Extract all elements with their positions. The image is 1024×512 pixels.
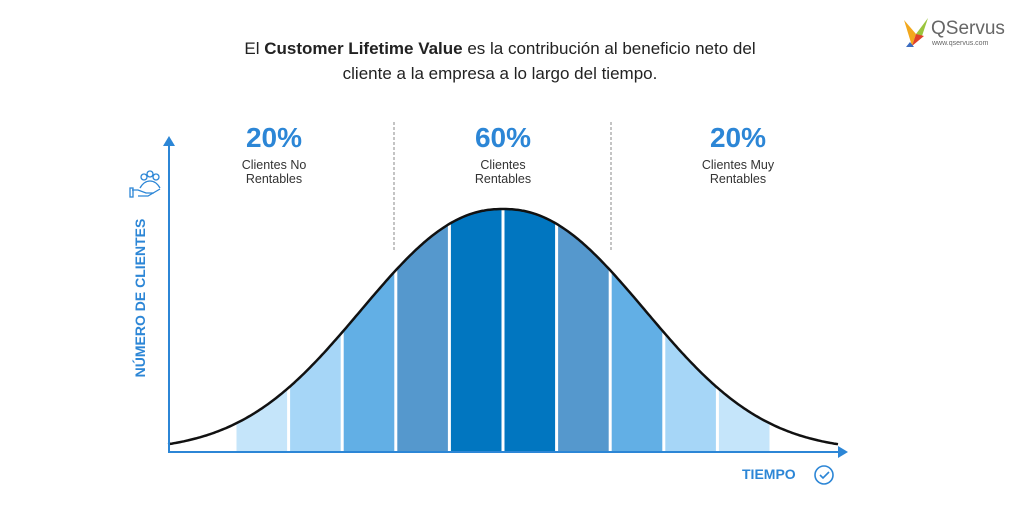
title-prefix: El <box>244 39 265 58</box>
curve-band <box>236 209 288 452</box>
logo-name: QServus <box>931 18 1005 39</box>
logo-url: www.qservus.com <box>932 40 989 47</box>
curve-band <box>450 209 502 452</box>
segment-percent: 60% <box>474 122 532 153</box>
curve-band <box>718 209 770 452</box>
y-axis-arrow <box>163 136 175 146</box>
segment-label: Clientes No Rentables <box>241 158 307 186</box>
clock-check-icon <box>814 465 834 485</box>
curve-band <box>504 209 556 452</box>
curve-band <box>558 209 609 452</box>
headline: El Customer Lifetime Value es la contrib… <box>200 36 800 86</box>
curve-band <box>665 209 716 452</box>
segment-label: Clientes Rentables <box>474 158 532 186</box>
title-bold: Customer Lifetime Value <box>264 39 463 58</box>
title-line2: cliente a la empresa a lo largo del tiem… <box>342 64 658 83</box>
hand-with-people-icon <box>129 170 161 198</box>
x-axis-label: TIEMPO <box>742 466 796 482</box>
bird-logo-icon <box>904 18 928 47</box>
curve-band <box>397 209 448 452</box>
bell-curve <box>167 207 839 446</box>
curve-band <box>290 209 341 452</box>
x-axis-arrow <box>838 446 848 458</box>
segment-percent: 20% <box>245 122 303 153</box>
title-suffix: es la contribución al beneficio neto del <box>462 39 756 58</box>
segment-percent: 20% <box>709 122 767 153</box>
y-axis-label: NÚMERO DE CLIENTES <box>132 218 148 378</box>
segment-label: Clientes Muy Rentables <box>701 158 775 186</box>
